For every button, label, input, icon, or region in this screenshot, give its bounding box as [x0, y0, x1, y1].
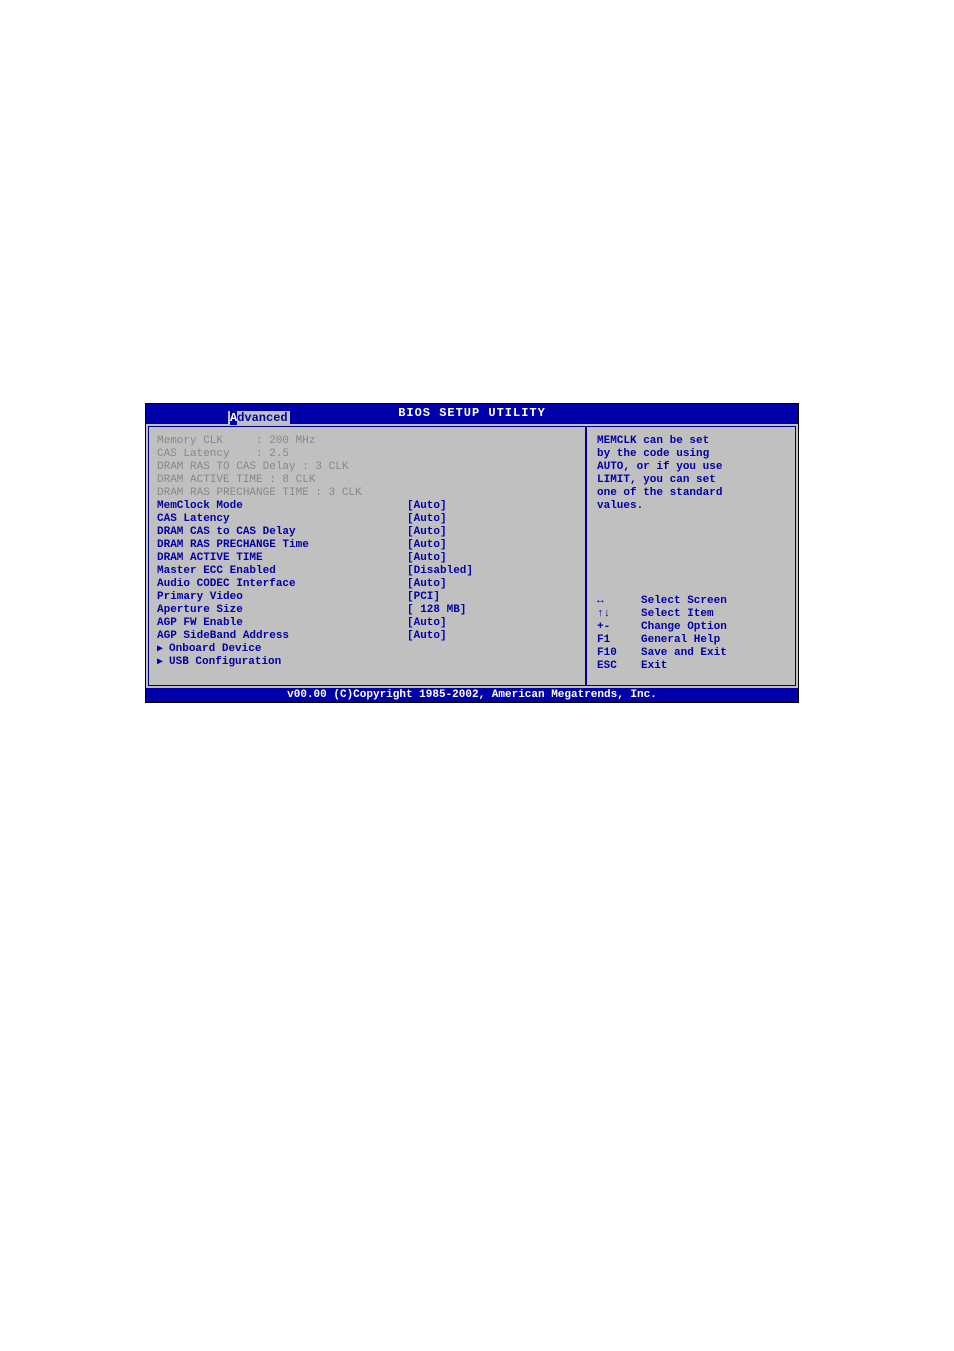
info-dram-active: DRAM ACTIVE TIME : 8 CLK [157, 474, 577, 487]
copyright-footer: v00.00 (C)Copyright 1985-2002, American … [146, 688, 798, 702]
setting-label: DRAM CAS to CAS Delay [157, 526, 407, 539]
setting-cas-latency[interactable]: CAS Latency [Auto] [157, 513, 577, 526]
nav-change-option: +- Change Option [597, 621, 785, 634]
setting-master-ecc[interactable]: Master ECC Enabled [Disabled] [157, 565, 577, 578]
setting-label: AGP SideBand Address [157, 630, 407, 643]
setting-label: DRAM RAS PRECHANGE Time [157, 539, 407, 552]
setting-dram-cas-to-cas[interactable]: DRAM CAS to CAS Delay [Auto] [157, 526, 577, 539]
nav-key: F1 [597, 634, 641, 647]
setting-primary-video[interactable]: Primary Video [PCI] [157, 591, 577, 604]
setting-label: Master ECC Enabled [157, 565, 407, 578]
menu-bar: BIOS SETUP UTILITY Advanced [146, 404, 798, 424]
settings-panel: Memory CLK : 200 MHz CAS Latency : 2.5 D… [148, 426, 586, 686]
info-dram-prechange: DRAM RAS PRECHANGE TIME : 3 CLK [157, 487, 577, 500]
nav-desc: Select Item [641, 608, 714, 621]
help-text: MEMCLK can be setby the code usingAUTO, … [597, 435, 785, 513]
nav-desc: Exit [641, 660, 667, 673]
nav-select-item: ↑↓ Select Item [597, 608, 785, 621]
setting-value: [Auto] [407, 526, 447, 539]
content-area: Memory CLK : 200 MHz CAS Latency : 2.5 D… [146, 424, 798, 688]
nav-desc: Save and Exit [641, 647, 727, 660]
info-cas-latency: CAS Latency : 2.5 [157, 448, 577, 461]
tab-advanced[interactable]: Advanced [228, 411, 290, 425]
setting-value: [Disabled] [407, 565, 473, 578]
setting-value: [Auto] [407, 513, 447, 526]
setting-agp-sideband[interactable]: AGP SideBand Address [Auto] [157, 630, 577, 643]
setting-label: Audio CODEC Interface [157, 578, 407, 591]
setting-label: MemClock Mode [157, 500, 407, 513]
nav-exit: ESC Exit [597, 660, 785, 673]
nav-save-exit: F10 Save and Exit [597, 647, 785, 660]
bios-window: BIOS SETUP UTILITY Advanced Memory CLK :… [145, 403, 799, 703]
nav-key: +- [597, 621, 641, 634]
submenu-label: Onboard Device [169, 643, 261, 656]
navigation-help: ↔ Select Screen ↑↓ Select Item +- Change… [597, 595, 785, 673]
setting-dram-ras-prechange[interactable]: DRAM RAS PRECHANGE Time [Auto] [157, 539, 577, 552]
setting-memclock-mode[interactable]: MemClock Mode [Auto] [157, 500, 577, 513]
setting-audio-codec[interactable]: Audio CODEC Interface [Auto] [157, 578, 577, 591]
tab-label-rest: dvanced [237, 411, 287, 425]
setting-value: [Auto] [407, 617, 447, 630]
nav-key: F10 [597, 647, 641, 660]
submenu-arrow-icon: ▶ [157, 643, 163, 656]
nav-select-screen: ↔ Select Screen [597, 595, 785, 608]
submenu-onboard-device[interactable]: ▶ Onboard Device [157, 643, 577, 656]
nav-key: ↔ [597, 595, 641, 608]
help-panel: MEMCLK can be setby the code usingAUTO, … [586, 426, 796, 686]
setting-value: [Auto] [407, 500, 447, 513]
info-dram-ras-cas: DRAM RAS TO CAS Delay : 3 CLK [157, 461, 577, 474]
nav-desc: General Help [641, 634, 720, 647]
nav-general-help: F1 General Help [597, 634, 785, 647]
setting-value: [Auto] [407, 578, 447, 591]
setting-aperture-size[interactable]: Aperture Size [ 128 MB] [157, 604, 577, 617]
setting-label: CAS Latency [157, 513, 407, 526]
setting-value: [PCI] [407, 591, 440, 604]
setting-label: Primary Video [157, 591, 407, 604]
setting-dram-active-time[interactable]: DRAM ACTIVE TIME [Auto] [157, 552, 577, 565]
setting-value: [Auto] [407, 552, 447, 565]
setting-value: [Auto] [407, 539, 447, 552]
submenu-usb-configuration[interactable]: ▶ USB Configuration [157, 656, 577, 669]
info-memory-clk: Memory CLK : 200 MHz [157, 435, 577, 448]
setting-label: Aperture Size [157, 604, 407, 617]
nav-key: ↑↓ [597, 608, 641, 621]
submenu-label: USB Configuration [169, 656, 281, 669]
setting-label: DRAM ACTIVE TIME [157, 552, 407, 565]
submenu-arrow-icon: ▶ [157, 656, 163, 669]
nav-desc: Select Screen [641, 595, 727, 608]
setting-label: AGP FW Enable [157, 617, 407, 630]
setting-value: [ 128 MB] [407, 604, 466, 617]
nav-key: ESC [597, 660, 641, 673]
setting-agp-fw-enable[interactable]: AGP FW Enable [Auto] [157, 617, 577, 630]
setting-value: [Auto] [407, 630, 447, 643]
nav-desc: Change Option [641, 621, 727, 634]
